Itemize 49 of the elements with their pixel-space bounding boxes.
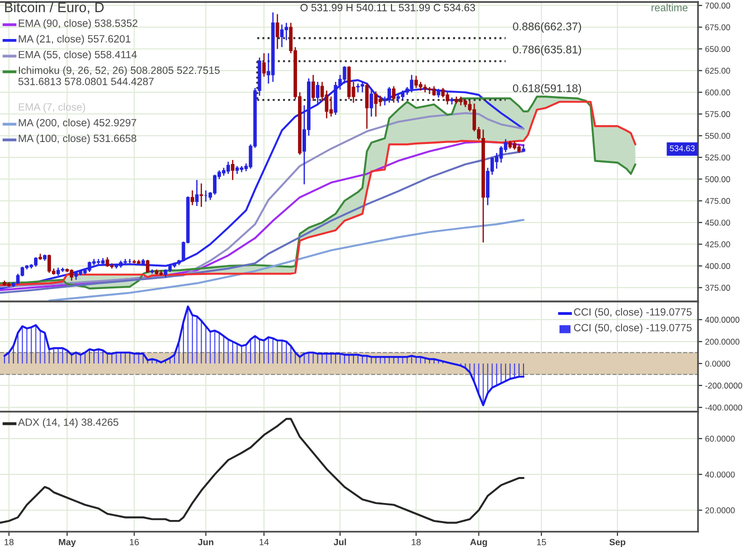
y-tick-label: 425.00 bbox=[705, 241, 730, 248]
annotation: 0.886(662.37) bbox=[512, 22, 582, 33]
y-tick-label: 0.0000 bbox=[705, 360, 730, 367]
x-tick-label: Sep bbox=[609, 538, 626, 547]
legend-label: EMA (7, close) bbox=[18, 103, 86, 113]
x-tick-label: 15 bbox=[537, 538, 546, 546]
legend-label: MA (21, close) 557.6201 bbox=[18, 34, 130, 45]
annotation: 534.63 bbox=[670, 145, 695, 152]
y-tick-label: -200.0000 bbox=[705, 382, 742, 389]
y-tick-label: 475.00 bbox=[705, 198, 730, 204]
y-tick-label: 20.0000 bbox=[705, 507, 735, 514]
legend-label: EMA (90, close) 538.5352 bbox=[18, 19, 138, 29]
x-tick-label: Jul bbox=[334, 538, 346, 546]
x-tick-label: 18 bbox=[4, 538, 14, 546]
x-tick-label: 16 bbox=[130, 538, 139, 546]
annotation: 0.786(635.81) bbox=[512, 45, 582, 56]
y-tick-label: 700.00 bbox=[705, 2, 730, 9]
y-tick-label: 40.0000 bbox=[705, 472, 735, 478]
annotation: 0.618(591.18) bbox=[512, 84, 582, 94]
y-tick-label: 625.00 bbox=[705, 68, 730, 74]
legend-label: MA (200, close) 452.9297 bbox=[18, 118, 136, 128]
legend-label: CCI (50, close) -119.0775 bbox=[574, 308, 692, 318]
x-tick-label: Aug bbox=[470, 538, 487, 547]
y-tick-label: 575.00 bbox=[705, 111, 730, 118]
annotation: realtime bbox=[652, 4, 688, 12]
y-tick-label: 60.0000 bbox=[705, 436, 735, 442]
legend-label: ADX (14, 14) 38.4265 bbox=[18, 418, 118, 428]
x-tick-label: Jun bbox=[198, 538, 214, 546]
legend-label: Ichimoku (9, 26, 52, 26) 508.2805 522.7515 531.6813 578.0801 544.4287 bbox=[18, 66, 220, 86]
y-tick-label: 450.00 bbox=[705, 220, 730, 226]
legend-label: EMA (55, close) 558.4114 bbox=[18, 50, 137, 60]
x-tick-label: 14 bbox=[260, 538, 269, 546]
chart-title: Bitcoin / Euro, D bbox=[5, 2, 104, 14]
y-tick-label: 525.00 bbox=[705, 154, 730, 160]
y-tick-label: 400.00 bbox=[705, 263, 730, 270]
legend-label: CCI (50, close) -119.0775 bbox=[574, 324, 692, 334]
x-tick-label: May bbox=[58, 538, 76, 547]
y-tick-label: 675.00 bbox=[705, 24, 730, 30]
y-tick-label: 550.00 bbox=[705, 132, 730, 139]
y-tick-label: 600.00 bbox=[705, 89, 730, 96]
y-tick-label: 200.0000 bbox=[705, 338, 740, 345]
chart-subtitle: O 531.99 H 540.11 L 531.99 C 534.63 bbox=[300, 4, 476, 12]
y-tick-label: 500.00 bbox=[705, 176, 730, 182]
x-tick-label: 18 bbox=[412, 538, 421, 546]
y-tick-label: 375.00 bbox=[705, 284, 730, 291]
y-tick-label: 400.0000 bbox=[705, 316, 740, 323]
legend-label: MA (100, close) 531.6658 bbox=[18, 134, 136, 144]
y-tick-label: 650.00 bbox=[705, 46, 730, 52]
y-tick-label: -400.0000 bbox=[705, 404, 742, 411]
